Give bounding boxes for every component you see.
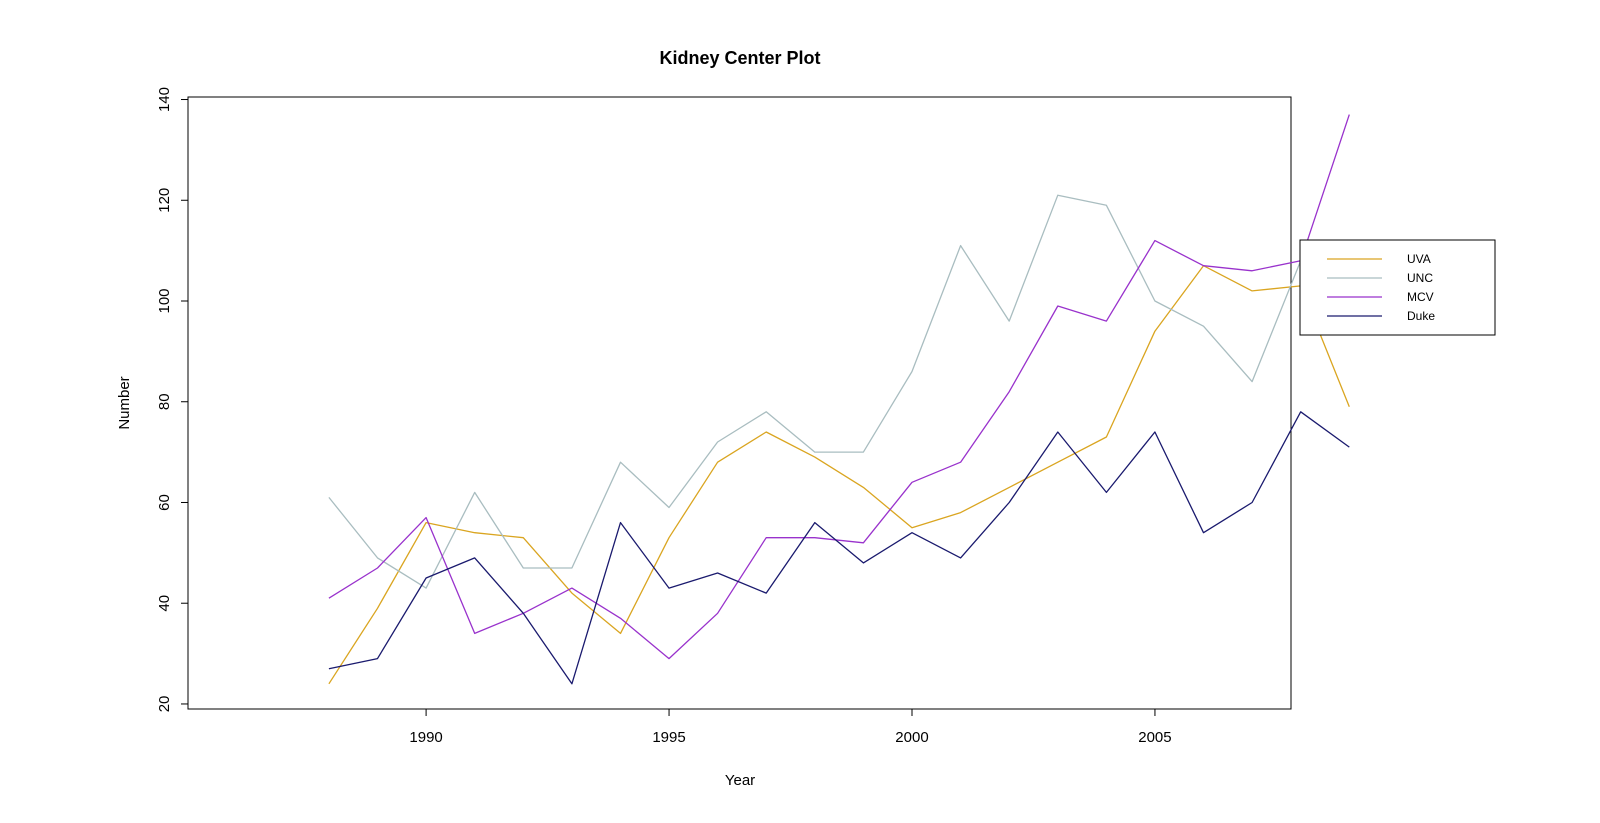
y-tick-label: 140 bbox=[156, 87, 173, 112]
legend-label-duke: Duke bbox=[1407, 309, 1435, 323]
legend-label-uva: UVA bbox=[1407, 252, 1431, 266]
x-tick-label: 1990 bbox=[409, 729, 442, 746]
legend-items: UVA UNC MCV Duke bbox=[1327, 252, 1435, 323]
series-line-unc bbox=[328, 194, 1350, 589]
y-tick-label: 80 bbox=[156, 393, 173, 410]
plot-frame bbox=[187, 96, 1292, 710]
x-tick-label: 1995 bbox=[652, 729, 685, 746]
chart-title: Kidney Center Plot bbox=[659, 48, 820, 68]
y-tick-label: 100 bbox=[156, 288, 173, 313]
x-tick-label: 2000 bbox=[895, 729, 928, 746]
y-axis-label: Number bbox=[116, 376, 133, 429]
series-line-mcv bbox=[328, 114, 1350, 660]
legend: UVA UNC MCV Duke bbox=[1299, 239, 1496, 336]
x-tick-label: 2005 bbox=[1138, 729, 1171, 746]
series-lines bbox=[328, 114, 1350, 685]
series-line-duke bbox=[328, 411, 1350, 685]
series-line-uva bbox=[328, 265, 1350, 685]
y-tick-label: 20 bbox=[156, 696, 173, 713]
legend-label-mcv: MCV bbox=[1407, 290, 1434, 304]
y-tick-label: 60 bbox=[156, 494, 173, 511]
legend-label-unc: UNC bbox=[1407, 271, 1433, 285]
y-tick-label: 40 bbox=[156, 595, 173, 612]
x-axis-label: Year bbox=[725, 772, 755, 789]
x-axis: 1990 1995 2000 2005 bbox=[409, 708, 1172, 746]
legend-box bbox=[1299, 239, 1496, 336]
y-tick-label: 120 bbox=[156, 188, 173, 213]
y-axis: 20 40 60 80 100 120 140 bbox=[156, 87, 189, 713]
